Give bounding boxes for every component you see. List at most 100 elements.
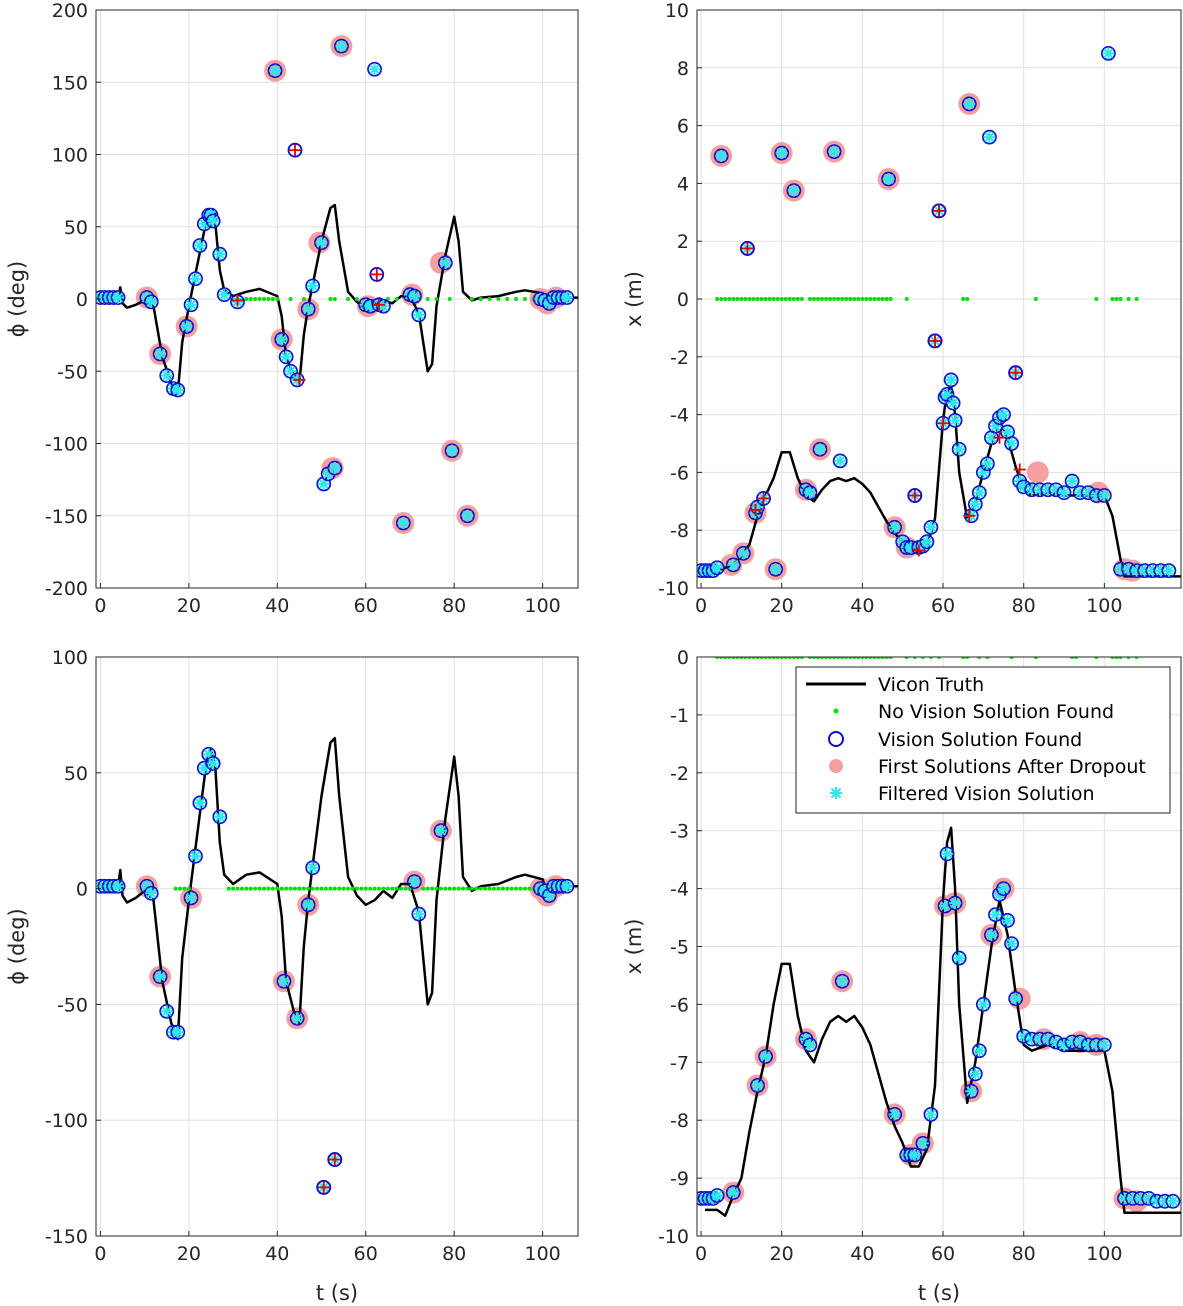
x-tick-label: 60: [931, 595, 955, 617]
no-solution-marker: [860, 297, 865, 301]
vision-solution-marker: [376, 298, 391, 314]
y-tick-label: -5: [670, 937, 689, 959]
no-solution-marker: [771, 297, 776, 301]
filtered-solution-marker: [284, 365, 297, 378]
no-solution-marker: [399, 886, 404, 891]
vision-solution-marker: [205, 213, 221, 229]
no-solution-marker: [253, 886, 258, 891]
vision-solution-marker: [1056, 485, 1072, 501]
filtered-solution-marker: [1009, 992, 1022, 1005]
legend-label-vision-solution: Vision Solution Found: [878, 729, 1082, 751]
y-tick-label: -50: [57, 361, 88, 383]
filtered-solution-marker: [947, 397, 960, 410]
y-tick-label: -6: [670, 462, 689, 484]
x-tick-label: 80: [442, 595, 466, 617]
no-solution-marker: [783, 297, 788, 301]
no-solution-marker: [840, 297, 845, 301]
vision-solution-marker: [832, 453, 848, 469]
filtered-solution-marker: [973, 1044, 986, 1057]
vision-solution-marker: [947, 412, 963, 428]
no-solution-marker: [795, 297, 800, 301]
no-solution-marker: [337, 886, 342, 891]
x-tick-label: 40: [265, 595, 289, 617]
no-solution-marker: [811, 297, 816, 301]
vision-solution-marker: [812, 441, 828, 457]
vision-solution-marker: [984, 927, 999, 943]
vision-solution-marker: [274, 332, 290, 347]
vision-solution-marker: [919, 534, 935, 550]
filtered-solution-marker: [154, 970, 167, 983]
no-solution-marker: [483, 886, 488, 891]
vision-solution-marker: [709, 1188, 725, 1203]
vision-solution-marker: [1096, 1037, 1112, 1053]
no-solution-marker: [288, 886, 293, 891]
no-solution-marker: [363, 886, 368, 891]
no-solution-marker: [292, 886, 297, 891]
rejected-solution-marker: [370, 268, 383, 281]
x-tick-label: 80: [442, 1243, 466, 1265]
filtered-solution-marker: [207, 757, 220, 770]
x-tick-label: 40: [265, 1243, 289, 1265]
no-solution-marker: [522, 297, 527, 301]
no-solution-marker: [350, 886, 355, 891]
filtered-solution-marker: [291, 1012, 304, 1025]
no-solution-marker: [248, 886, 253, 891]
no-solution-marker: [394, 886, 399, 891]
filtered-solution-marker: [1001, 425, 1014, 438]
vision-solution-marker: [437, 255, 453, 271]
filtered-solution-marker: [997, 882, 1010, 895]
filtered-solution-marker: [171, 1026, 184, 1039]
vision-solution-marker: [758, 1049, 773, 1064]
no-solution-marker: [743, 297, 748, 301]
vision-solution-marker: [369, 267, 385, 282]
no-solution-marker: [354, 886, 359, 891]
filtered-solution-marker: [924, 1108, 937, 1121]
no-solution-marker: [884, 297, 889, 301]
no-solution-marker: [763, 297, 768, 301]
no-solution-marker: [178, 886, 183, 891]
no-solution-marker: [799, 297, 804, 301]
x-tick-label: 100: [1086, 595, 1122, 617]
vision-solution-marker: [1101, 45, 1116, 61]
vicon-truth-line: [705, 826, 1181, 1217]
y-tick-label: -1: [670, 705, 689, 727]
filtered-solution-marker: [461, 509, 474, 522]
vision-solution-marker: [971, 1043, 987, 1059]
y-tick-label: -4: [670, 405, 689, 427]
vision-solution-marker: [967, 1066, 983, 1082]
rejected-solution-marker: [288, 144, 301, 157]
no-solution-marker: [275, 886, 280, 891]
vision-solution-marker: [143, 885, 159, 901]
vision-solution-marker: [289, 1010, 305, 1026]
filtered-solution-marker: [269, 64, 282, 77]
filtered-solution-marker: [193, 796, 206, 809]
x-tick-label: 100: [524, 595, 560, 617]
no-solution-marker: [341, 886, 346, 891]
no-solution-marker: [807, 297, 812, 301]
filtered-solution-marker: [412, 908, 425, 921]
no-solution-marker: [828, 297, 833, 301]
no-solution-marker: [306, 886, 311, 891]
vision-solution-marker: [750, 1078, 765, 1093]
filtered-solution-marker: [916, 1137, 929, 1150]
no-solution-marker: [965, 297, 970, 301]
y-tick-label: 0: [76, 879, 88, 901]
vision-solution-marker: [1064, 473, 1080, 489]
no-solution-marker: [514, 886, 519, 891]
no-solution-marker: [253, 297, 258, 301]
no-solution-marker: [231, 886, 236, 891]
vision-solution-marker: [786, 183, 802, 199]
vision-solution-marker: [996, 881, 1011, 896]
no-solution-marker: [505, 886, 510, 891]
no-solution-marker: [447, 297, 452, 301]
vision-solution-marker: [1004, 936, 1019, 952]
filtered-solution-marker: [969, 1067, 982, 1080]
panel-top-left-phi: 0 20 40 60 80 100 -200 -150 -100 -50 0 50 100 150 200 ϕ…: [5, 0, 579, 617]
no-solution-marker: [747, 297, 752, 301]
vision-solution-marker: [183, 297, 199, 313]
no-solution-marker: [284, 886, 289, 891]
vision-solution-marker: [834, 973, 850, 989]
vision-solution-marker: [201, 746, 217, 762]
no-solution-marker: [319, 886, 324, 891]
